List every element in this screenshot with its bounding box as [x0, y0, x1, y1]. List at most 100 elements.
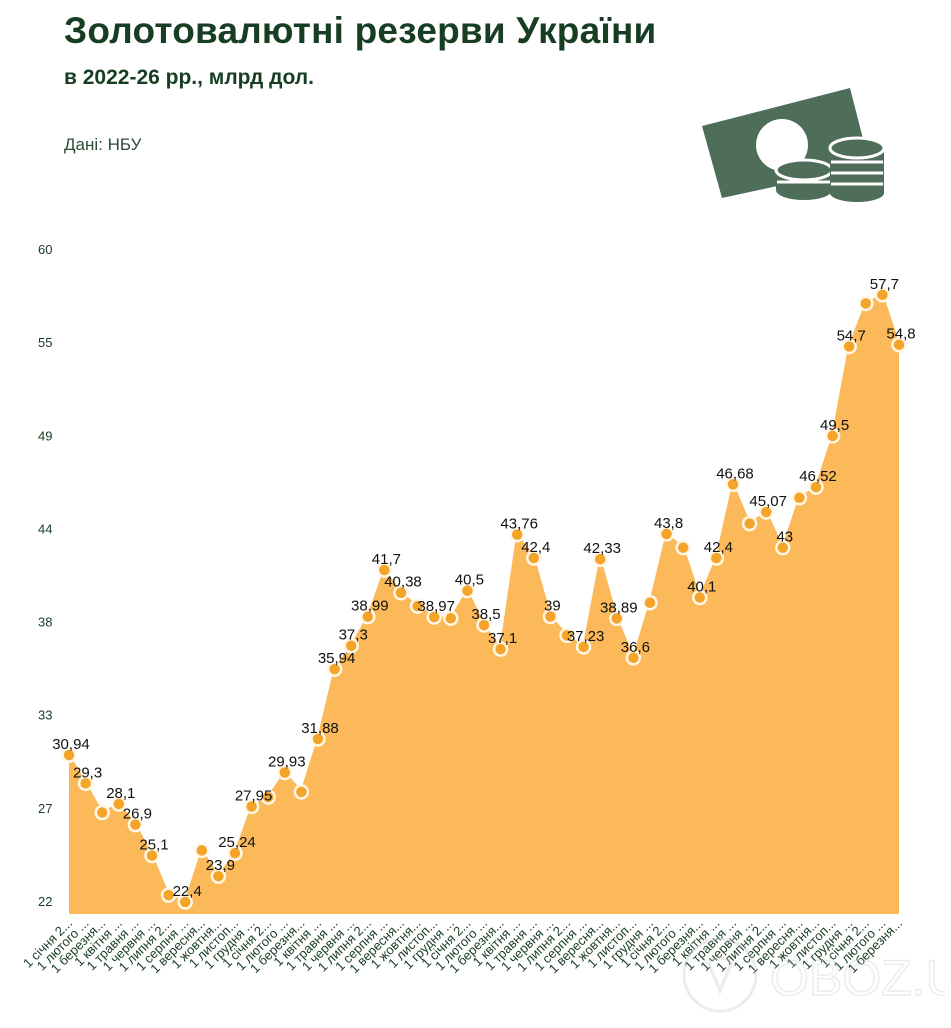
data-value-label: 38,99 — [351, 598, 389, 615]
y-tick-label: 38 — [38, 615, 52, 630]
data-value-label: 26,9 — [123, 806, 152, 823]
data-value-label: 39 — [544, 597, 561, 614]
data-point-marker[interactable] — [227, 845, 243, 861]
data-point-marker[interactable] — [758, 504, 774, 520]
data-point-marker[interactable] — [675, 539, 691, 556]
data-point-marker[interactable] — [111, 796, 127, 812]
data-value-label: 25,24 — [218, 834, 256, 851]
data-value-label: 40,1 — [687, 579, 716, 596]
data-value-label: 36,6 — [621, 639, 650, 656]
data-point-marker[interactable] — [409, 598, 426, 614]
data-value-label: 57,7 — [870, 276, 899, 293]
y-tick-label: 60 — [38, 242, 52, 257]
data-point-marker[interactable] — [376, 562, 393, 578]
data-value-label: 29,3 — [73, 764, 102, 781]
data-value-label: 31,88 — [301, 720, 339, 737]
data-point-marker[interactable] — [658, 526, 675, 542]
data-point-marker[interactable] — [94, 804, 110, 821]
data-value-label: 38,89 — [600, 599, 638, 616]
data-point-marker[interactable] — [326, 661, 343, 677]
data-point-marker[interactable] — [194, 842, 210, 859]
data-point-marker[interactable] — [144, 847, 160, 864]
data-value-label: 46,52 — [799, 468, 837, 485]
data-point-marker[interactable] — [393, 584, 409, 601]
data-point-marker[interactable] — [426, 609, 442, 625]
data-point-marker[interactable] — [61, 747, 77, 763]
data-point-marker[interactable] — [708, 550, 725, 566]
data-point-marker[interactable] — [443, 610, 459, 626]
y-tick-label: 33 — [38, 708, 52, 723]
data-point-marker[interactable] — [492, 641, 509, 657]
data-point-marker[interactable] — [360, 608, 376, 625]
data-value-label: 25,1 — [139, 837, 168, 854]
data-value-label: 42,33 — [583, 540, 621, 557]
y-tick-label: 55 — [38, 335, 52, 350]
data-point-marker[interactable] — [891, 336, 907, 353]
data-value-label: 28,1 — [106, 785, 135, 802]
data-value-label: 45,07 — [749, 493, 787, 510]
y-tick-label: 49 — [38, 428, 52, 443]
data-point-marker[interactable] — [160, 887, 177, 903]
data-value-label: 23,9 — [206, 857, 235, 874]
data-point-marker[interactable] — [310, 731, 326, 747]
data-point-marker[interactable] — [476, 617, 492, 633]
data-point-marker[interactable] — [791, 490, 808, 506]
y-tick-label: 22 — [38, 894, 52, 909]
y-tick-label: 27 — [38, 801, 52, 816]
y-tick-label: 44 — [38, 521, 52, 536]
data-value-label: 54,7 — [837, 327, 866, 344]
data-point-marker[interactable] — [775, 539, 791, 556]
data-point-marker[interactable] — [808, 479, 824, 495]
data-point-marker[interactable] — [841, 338, 857, 355]
data-point-marker[interactable] — [824, 428, 841, 444]
data-point-marker[interactable] — [858, 295, 874, 312]
data-point-marker[interactable] — [692, 589, 708, 606]
data-value-label: 46,68 — [716, 465, 754, 482]
data-point-marker[interactable] — [874, 287, 891, 303]
data-value-label: 27,95 — [235, 788, 273, 805]
data-point-marker[interactable] — [609, 610, 625, 627]
data-point-marker[interactable] — [725, 476, 741, 493]
data-point-marker[interactable] — [293, 784, 310, 800]
data-value-label: 42,4 — [704, 539, 733, 556]
data-labels: 30,94 29,328,1 26,9 25,1 22,423,9 25,24 27,95 2… — [52, 276, 915, 900]
data-point-marker[interactable] — [343, 637, 359, 654]
data-value-label: 54,8 — [886, 326, 915, 343]
oboz-watermark: OBOZ.UA — [682, 937, 945, 1013]
data-point-marker[interactable] — [127, 816, 144, 833]
data-value-label: 49,5 — [820, 417, 849, 434]
data-value-label: 43,76 — [500, 516, 538, 533]
data-value-label: 29,93 — [268, 753, 306, 770]
data-point-marker[interactable] — [542, 608, 559, 625]
data-value-label: 38,5 — [471, 606, 500, 623]
data-point-marker[interactable] — [210, 868, 227, 884]
data-value-label: 43 — [776, 529, 793, 546]
data-value-label: 35,94 — [318, 650, 356, 667]
data-point-marker[interactable] — [243, 798, 260, 815]
data-value-label: 37,3 — [339, 627, 368, 644]
data-point-marker[interactable] — [177, 894, 193, 910]
data-point-marker[interactable] — [509, 526, 525, 543]
data-point-marker[interactable] — [592, 551, 608, 567]
data-point-marker[interactable] — [741, 515, 758, 532]
data-value-label: 43,8 — [654, 515, 683, 532]
data-point-marker[interactable] — [642, 594, 658, 611]
chart-title: Золотовалютні резерви України — [64, 10, 657, 51]
data-point-marker[interactable] — [77, 775, 94, 792]
data-point-marker[interactable] — [625, 650, 642, 666]
data-value-label: 22,4 — [173, 883, 202, 900]
data-point-marker[interactable] — [526, 550, 542, 566]
data-point-marker[interactable] — [459, 582, 476, 599]
data-value-label: 40,38 — [384, 574, 422, 591]
data-point-marker[interactable] — [260, 789, 276, 805]
data-point-marker[interactable] — [277, 764, 293, 781]
data-point-marker[interactable] — [559, 627, 575, 644]
data-point-marker[interactable] — [575, 639, 592, 655]
svg-text:OBOZ.UA: OBOZ.UA — [770, 950, 945, 1006]
data-value-label: 37,23 — [567, 628, 605, 645]
y-axis: 22 27 33 38 44 49 55 60 — [38, 242, 52, 909]
data-value-label: 42,4 — [521, 539, 550, 556]
data-value-label: 40,5 — [455, 572, 484, 589]
data-value-label: 30,94 — [52, 736, 90, 753]
